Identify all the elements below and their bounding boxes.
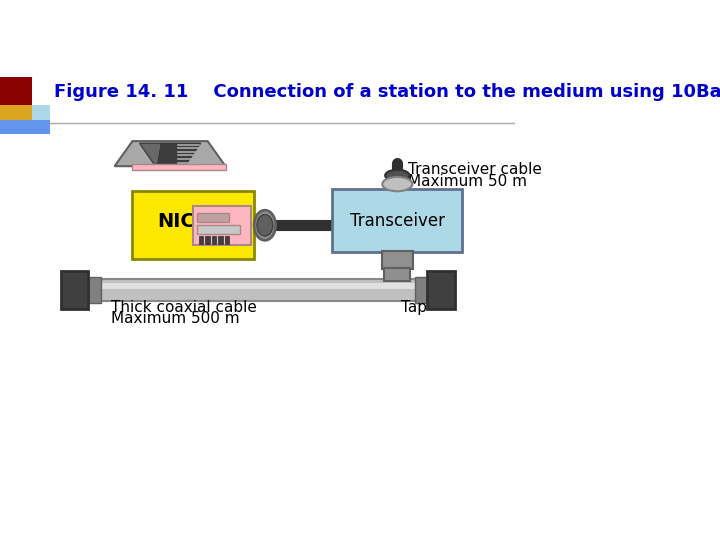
- Bar: [193, 206, 251, 245]
- Bar: [199, 237, 203, 244]
- Text: Thick coaxial cable: Thick coaxial cable: [111, 300, 257, 315]
- Text: Figure 14. 11    Connection of a station to the medium using 10Base5: Figure 14. 11 Connection of a station to…: [54, 84, 720, 102]
- Bar: [132, 164, 225, 170]
- Bar: [32, 105, 50, 120]
- Bar: [415, 277, 428, 303]
- Text: Tap: Tap: [401, 300, 427, 315]
- Bar: [0, 105, 32, 120]
- Ellipse shape: [385, 170, 410, 181]
- Bar: [197, 225, 240, 234]
- Bar: [132, 191, 254, 259]
- Bar: [88, 277, 101, 303]
- Bar: [212, 237, 216, 244]
- Bar: [382, 251, 413, 268]
- Bar: [88, 279, 428, 301]
- Bar: [225, 237, 229, 244]
- Bar: [332, 189, 462, 252]
- Polygon shape: [114, 141, 225, 166]
- Ellipse shape: [257, 214, 273, 236]
- Bar: [61, 272, 88, 309]
- Bar: [205, 237, 210, 244]
- Polygon shape: [140, 143, 200, 164]
- Polygon shape: [158, 143, 200, 164]
- Ellipse shape: [382, 177, 413, 191]
- Bar: [197, 213, 229, 222]
- Text: Transceiver cable: Transceiver cable: [408, 163, 542, 177]
- Bar: [0, 120, 50, 134]
- Text: NIC: NIC: [158, 212, 195, 231]
- Text: Maximum 50 m: Maximum 50 m: [408, 174, 527, 190]
- Bar: [88, 283, 428, 288]
- Text: Transceiver: Transceiver: [350, 212, 445, 230]
- Bar: [384, 268, 410, 281]
- Text: Maximum 500 m: Maximum 500 m: [111, 311, 240, 326]
- Ellipse shape: [254, 210, 276, 240]
- Bar: [428, 272, 454, 309]
- Bar: [0, 77, 32, 105]
- Bar: [218, 237, 222, 244]
